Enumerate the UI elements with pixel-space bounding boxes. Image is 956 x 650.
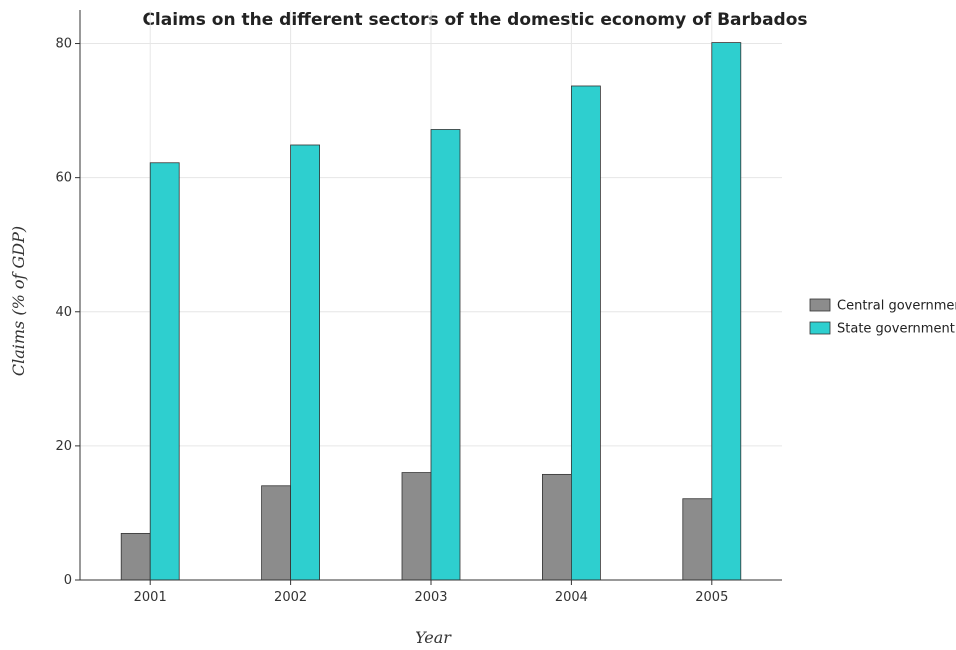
ticks: 0 20 40 60 80 2001 2002 2003 2004 2005 <box>55 37 728 605</box>
bar-state-government-2002 <box>290 144 321 581</box>
x-tick-label: 2002 <box>274 590 307 605</box>
y-tick-label: 20 <box>55 439 72 454</box>
bar-state-government-2004 <box>571 85 601 581</box>
bar-central-government-2002 <box>261 485 292 581</box>
legend: Central government State government <box>809 298 956 337</box>
x-tick-label: 2005 <box>695 590 728 605</box>
bar-central-government-2001 <box>120 532 151 581</box>
bar-central-government-2004 <box>542 473 572 581</box>
chart-title: Claims on the different sectors of the d… <box>142 10 807 30</box>
x-tick-label: 2004 <box>555 590 588 605</box>
bar-state-government-2005 <box>711 42 742 581</box>
y-tick-label: 80 <box>55 37 72 52</box>
legend-swatch-state-government <box>809 321 831 335</box>
bar-central-government-2003 <box>401 472 432 581</box>
x-axis-label: Year <box>415 628 452 647</box>
y-tick-label: 40 <box>55 305 72 320</box>
legend-swatch-central-government <box>809 298 831 312</box>
y-axis-label: Claims (% of GDP) <box>9 226 28 376</box>
legend-label-state-government: State government <box>837 322 955 337</box>
bar-state-government-2003 <box>430 129 461 581</box>
bar-central-government-2005 <box>682 498 713 581</box>
y-tick-label: 0 <box>64 573 72 588</box>
x-tick-label: 2001 <box>134 590 167 605</box>
legend-label-central-government: Central government <box>837 299 956 314</box>
y-tick-label: 60 <box>55 171 72 186</box>
bar-state-government-2001 <box>149 162 180 581</box>
x-tick-label: 2003 <box>414 590 447 605</box>
